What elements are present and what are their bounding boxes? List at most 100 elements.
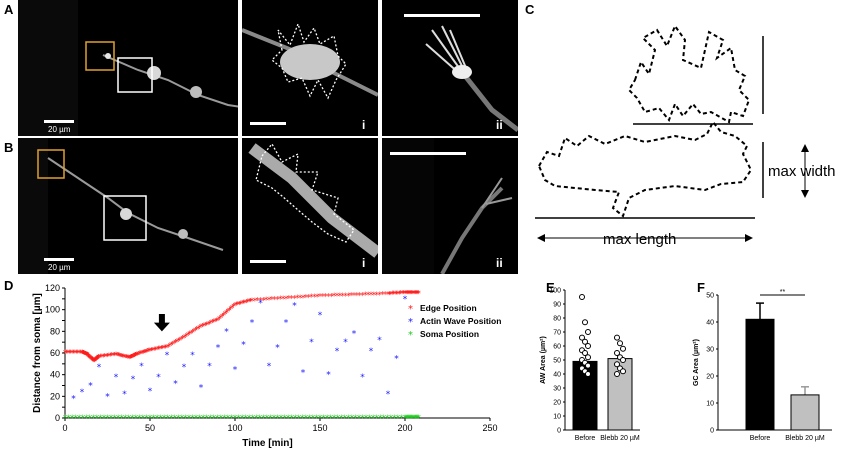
micrograph-b-overview: 20 µm [18,138,238,274]
point-0: * [332,292,337,302]
y-tick-label-e: 50 [553,358,561,365]
neuron-image-b [18,138,224,274]
point-2: * [141,414,146,424]
data-point-e [614,361,620,368]
point-0: * [145,348,150,358]
point-2: * [137,414,142,424]
point-2: * [357,414,362,424]
point-0: * [138,350,143,360]
x-tick-label: 0 [62,423,67,433]
point-0: * [267,296,272,306]
bar-f-0 [745,318,775,431]
point-0: * [323,292,328,302]
point-2: * [318,414,323,424]
point-0: * [383,291,388,301]
y-tick-label-e: 30 [553,386,561,393]
point-0: * [97,353,102,363]
point-0: * [220,313,225,323]
point-1: * [156,373,161,383]
point-0: * [63,349,68,359]
point-0: * [81,350,86,360]
neuron-image-a [18,0,238,136]
point-0: * [116,352,121,362]
point-1: * [173,379,178,389]
y-tick-label-e: 60 [553,344,561,351]
point-0: * [87,353,92,363]
point-2: * [173,414,178,424]
point-0: * [386,291,391,301]
point-0: * [258,296,263,306]
point-0: * [95,354,100,364]
point-0: * [158,345,163,355]
point-0: * [119,353,124,363]
point-0: * [275,295,280,305]
panel-label-e: E [546,280,555,295]
y-tick-label-f: 50 [706,293,714,300]
point-2: * [215,414,220,424]
point-2: * [144,414,149,424]
point-2: * [353,414,358,424]
point-0: * [196,325,201,335]
point-2: * [410,414,415,424]
point-2: * [219,414,224,424]
point-2: * [254,414,259,424]
point-0: * [161,344,166,354]
point-1: * [224,327,229,337]
point-0: * [355,291,360,301]
scale-bar-label-b: 20 µm [48,263,71,272]
point-2: * [350,414,355,424]
point-1: * [97,363,102,373]
point-2: * [261,414,266,424]
point-0: * [343,292,348,302]
point-2: * [325,414,330,424]
scale-bar [250,122,286,125]
point-1: * [207,362,212,372]
x-tick-label: 200 [397,423,412,433]
point-0: * [94,356,99,366]
x-tick-label: 50 [145,423,155,433]
legend-marker: * [408,330,413,341]
data-point-e [620,345,626,352]
point-0: * [142,349,147,359]
point-0: * [64,349,69,359]
point-0: * [124,354,129,364]
point-0: * [352,292,357,302]
point-0: * [401,290,406,300]
point-0: * [287,295,292,305]
point-2: * [105,414,110,424]
point-0: * [292,294,297,304]
point-0: * [78,349,83,359]
point-2: * [204,414,209,424]
y-tick-label: 120 [45,283,60,293]
y-tick-label-e: 80 [553,316,561,323]
point-0: * [183,333,188,343]
point-1: * [88,382,93,392]
x-tick-label: 150 [312,423,327,433]
point-0: * [92,357,97,367]
point-2: * [297,414,302,424]
point-2: * [119,414,124,424]
y-tick-label-e: 10 [553,414,561,421]
x-axis-label: Time [min] [242,438,292,449]
point-2: * [407,414,412,424]
point-0: * [131,353,136,363]
data-point-e [585,329,591,335]
point-0: * [416,289,421,299]
point-0: * [102,353,107,363]
legend-label: Soma Position [420,329,479,339]
point-1: * [360,373,365,383]
point-2: * [268,414,273,424]
point-0: * [131,353,136,363]
point-2: * [403,414,408,424]
point-2: * [339,414,344,424]
point-0: * [227,306,232,316]
point-2: * [84,414,89,424]
point-0: * [117,352,122,362]
point-0: * [112,351,117,361]
point-1: * [309,338,314,348]
point-2: * [364,414,369,424]
x-tick-label-f: Before [750,435,771,442]
point-2: * [371,414,376,424]
point-0: * [163,344,168,354]
scale-bar-label-a: 20 µm [48,125,71,134]
